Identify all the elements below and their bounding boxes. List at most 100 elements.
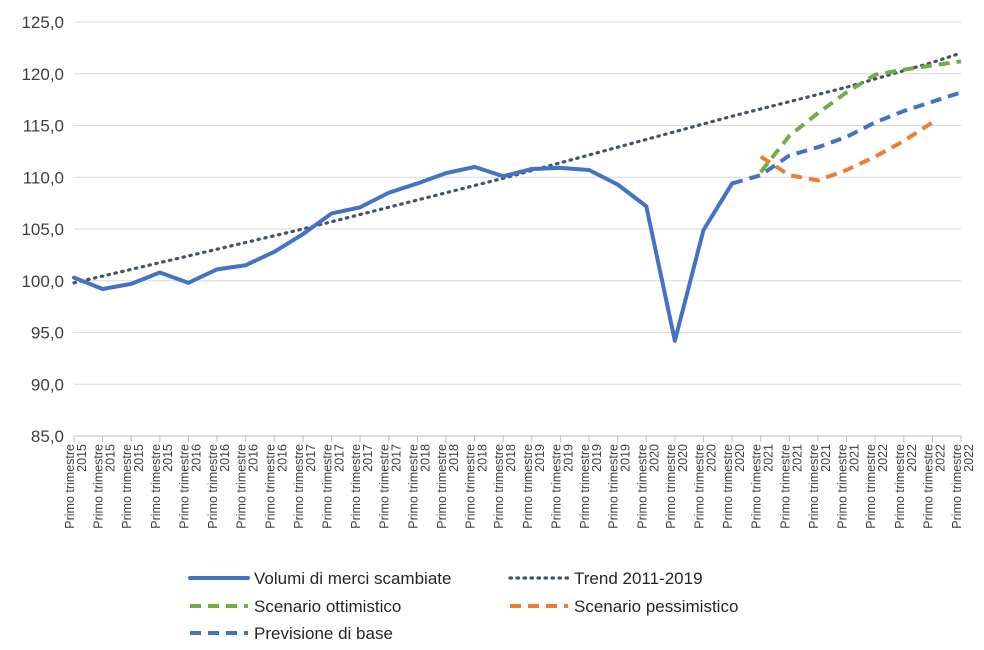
legend-entry-trend-2011-2019: Trend 2011-2019	[508, 569, 703, 588]
y-tick-label: 95,0	[31, 324, 64, 343]
x-tick-label-line2: 2017	[361, 444, 375, 472]
x-tick-label-line1: Primo trimestre	[292, 444, 306, 529]
x-tick-label-line1: Primo trimestre	[63, 444, 77, 529]
gridlines	[74, 21, 961, 385]
x-tick-label-line2: 2020	[704, 444, 718, 472]
series-line-scenario-ottimistico	[759, 59, 962, 174]
x-tick-label-line2: 2020	[733, 444, 747, 472]
x-tick-label-line2: 2019	[533, 444, 547, 472]
x-tick-label-line1: Primo trimestre	[120, 444, 134, 529]
legend-entry-volumi-di-merci-scambiate: Volumi di merci scambiate	[188, 569, 451, 588]
x-tick-label-line1: Primo trimestre	[807, 444, 821, 529]
x-tick-label-line1: Primo trimestre	[864, 444, 878, 529]
x-tick-label-line1: Primo trimestre	[950, 444, 964, 529]
x-tick-label-line1: Primo trimestre	[235, 444, 249, 529]
x-tick-label-line2: 2015	[161, 444, 175, 472]
legend-label: Scenario pessimistico	[574, 597, 738, 616]
x-tick-label-line1: Primo trimestre	[578, 444, 592, 529]
x-tick-label-line2: 2021	[848, 444, 862, 472]
x-tick-label-line1: Primo trimestre	[378, 444, 392, 529]
y-tick-label: 125,0	[21, 13, 64, 32]
x-tick-label-line2: 2015	[75, 444, 89, 472]
y-tick-label: 115,0	[23, 117, 64, 136]
series-line-scenario-pessimistico	[759, 120, 934, 183]
x-tick-label-line1: Primo trimestre	[635, 444, 649, 529]
legend: Volumi di merci scambiate Trend 2011-2019…	[188, 569, 738, 643]
x-tick-label-line2: 2015	[132, 444, 146, 472]
x-tick-label-line2: 2022	[876, 444, 890, 472]
x-tick-label-line2: 2019	[590, 444, 604, 472]
legend-entry-scenario-pessimistico: Scenario pessimistico	[510, 597, 738, 616]
x-tick-label-line1: Primo trimestre	[349, 444, 363, 529]
x-tick-label-line1: Primo trimestre	[893, 444, 907, 529]
legend-label: Previsione di base	[254, 624, 393, 643]
y-tick-label: 110,0	[23, 168, 64, 187]
x-tick-label-line1: Primo trimestre	[206, 444, 220, 529]
x-tick-label-line2: 2020	[647, 444, 661, 472]
series-lines	[72, 51, 963, 343]
x-tick-label-line1: Primo trimestre	[492, 444, 506, 529]
series-line-trend-2011-2019	[72, 51, 963, 285]
x-tick-label-line2: 2021	[762, 444, 776, 472]
y-tick-label: 100,0	[21, 272, 64, 291]
x-tick-label-line1: Primo trimestre	[521, 444, 535, 529]
x-tick-label-line2: 2019	[561, 444, 575, 472]
legend-entry-previsione-di-base: Previsione di base	[190, 624, 393, 643]
legend-label: Volumi di merci scambiate	[254, 569, 451, 588]
x-tick-label-line1: Primo trimestre	[464, 444, 478, 529]
x-tick-label-line1: Primo trimestre	[607, 444, 621, 529]
axes: 85,0 90,0 95,0 100,0 105,0 110,0 115,0 120,0 125…	[21, 13, 976, 529]
x-tick-label-line2: 2017	[333, 444, 347, 472]
legend-entry-scenario-ottimistico: Scenario ottimistico	[190, 597, 401, 616]
y-tick-label: 85,0	[31, 427, 64, 446]
x-tick-label-line2: 2018	[476, 444, 490, 472]
x-tick-label-line1: Primo trimestre	[836, 444, 850, 529]
x-tick-label-line2: 2018	[504, 444, 518, 472]
series-line-previsione-di-base	[731, 90, 962, 186]
x-tick-label-line1: Primo trimestre	[92, 444, 106, 529]
y-tick-label: 90,0	[31, 375, 64, 394]
x-tick-label-line1: Primo trimestre	[321, 444, 335, 529]
x-tick-label-line2: 2016	[275, 444, 289, 472]
x-tick-label-line1: Primo trimestre	[149, 444, 163, 529]
x-tick-label-line2: 2018	[418, 444, 432, 472]
x-tick-label-line2: 2019	[619, 444, 633, 472]
x-tick-label-line1: Primo trimestre	[721, 444, 735, 529]
x-tick-label-line1: Primo trimestre	[750, 444, 764, 529]
x-tick-label-line2: 2022	[933, 444, 947, 472]
x-tick-label-line1: Primo trimestre	[435, 444, 449, 529]
legend-label: Trend 2011-2019	[574, 569, 703, 588]
x-tick-label-line1: Primo trimestre	[921, 444, 935, 529]
series-line-volumi-di-merci-scambiate	[72, 164, 735, 343]
x-tick-label-line2: 2017	[390, 444, 404, 472]
x-tick-label-line2: 2015	[104, 444, 118, 472]
y-tick-label: 105,0	[21, 220, 64, 239]
